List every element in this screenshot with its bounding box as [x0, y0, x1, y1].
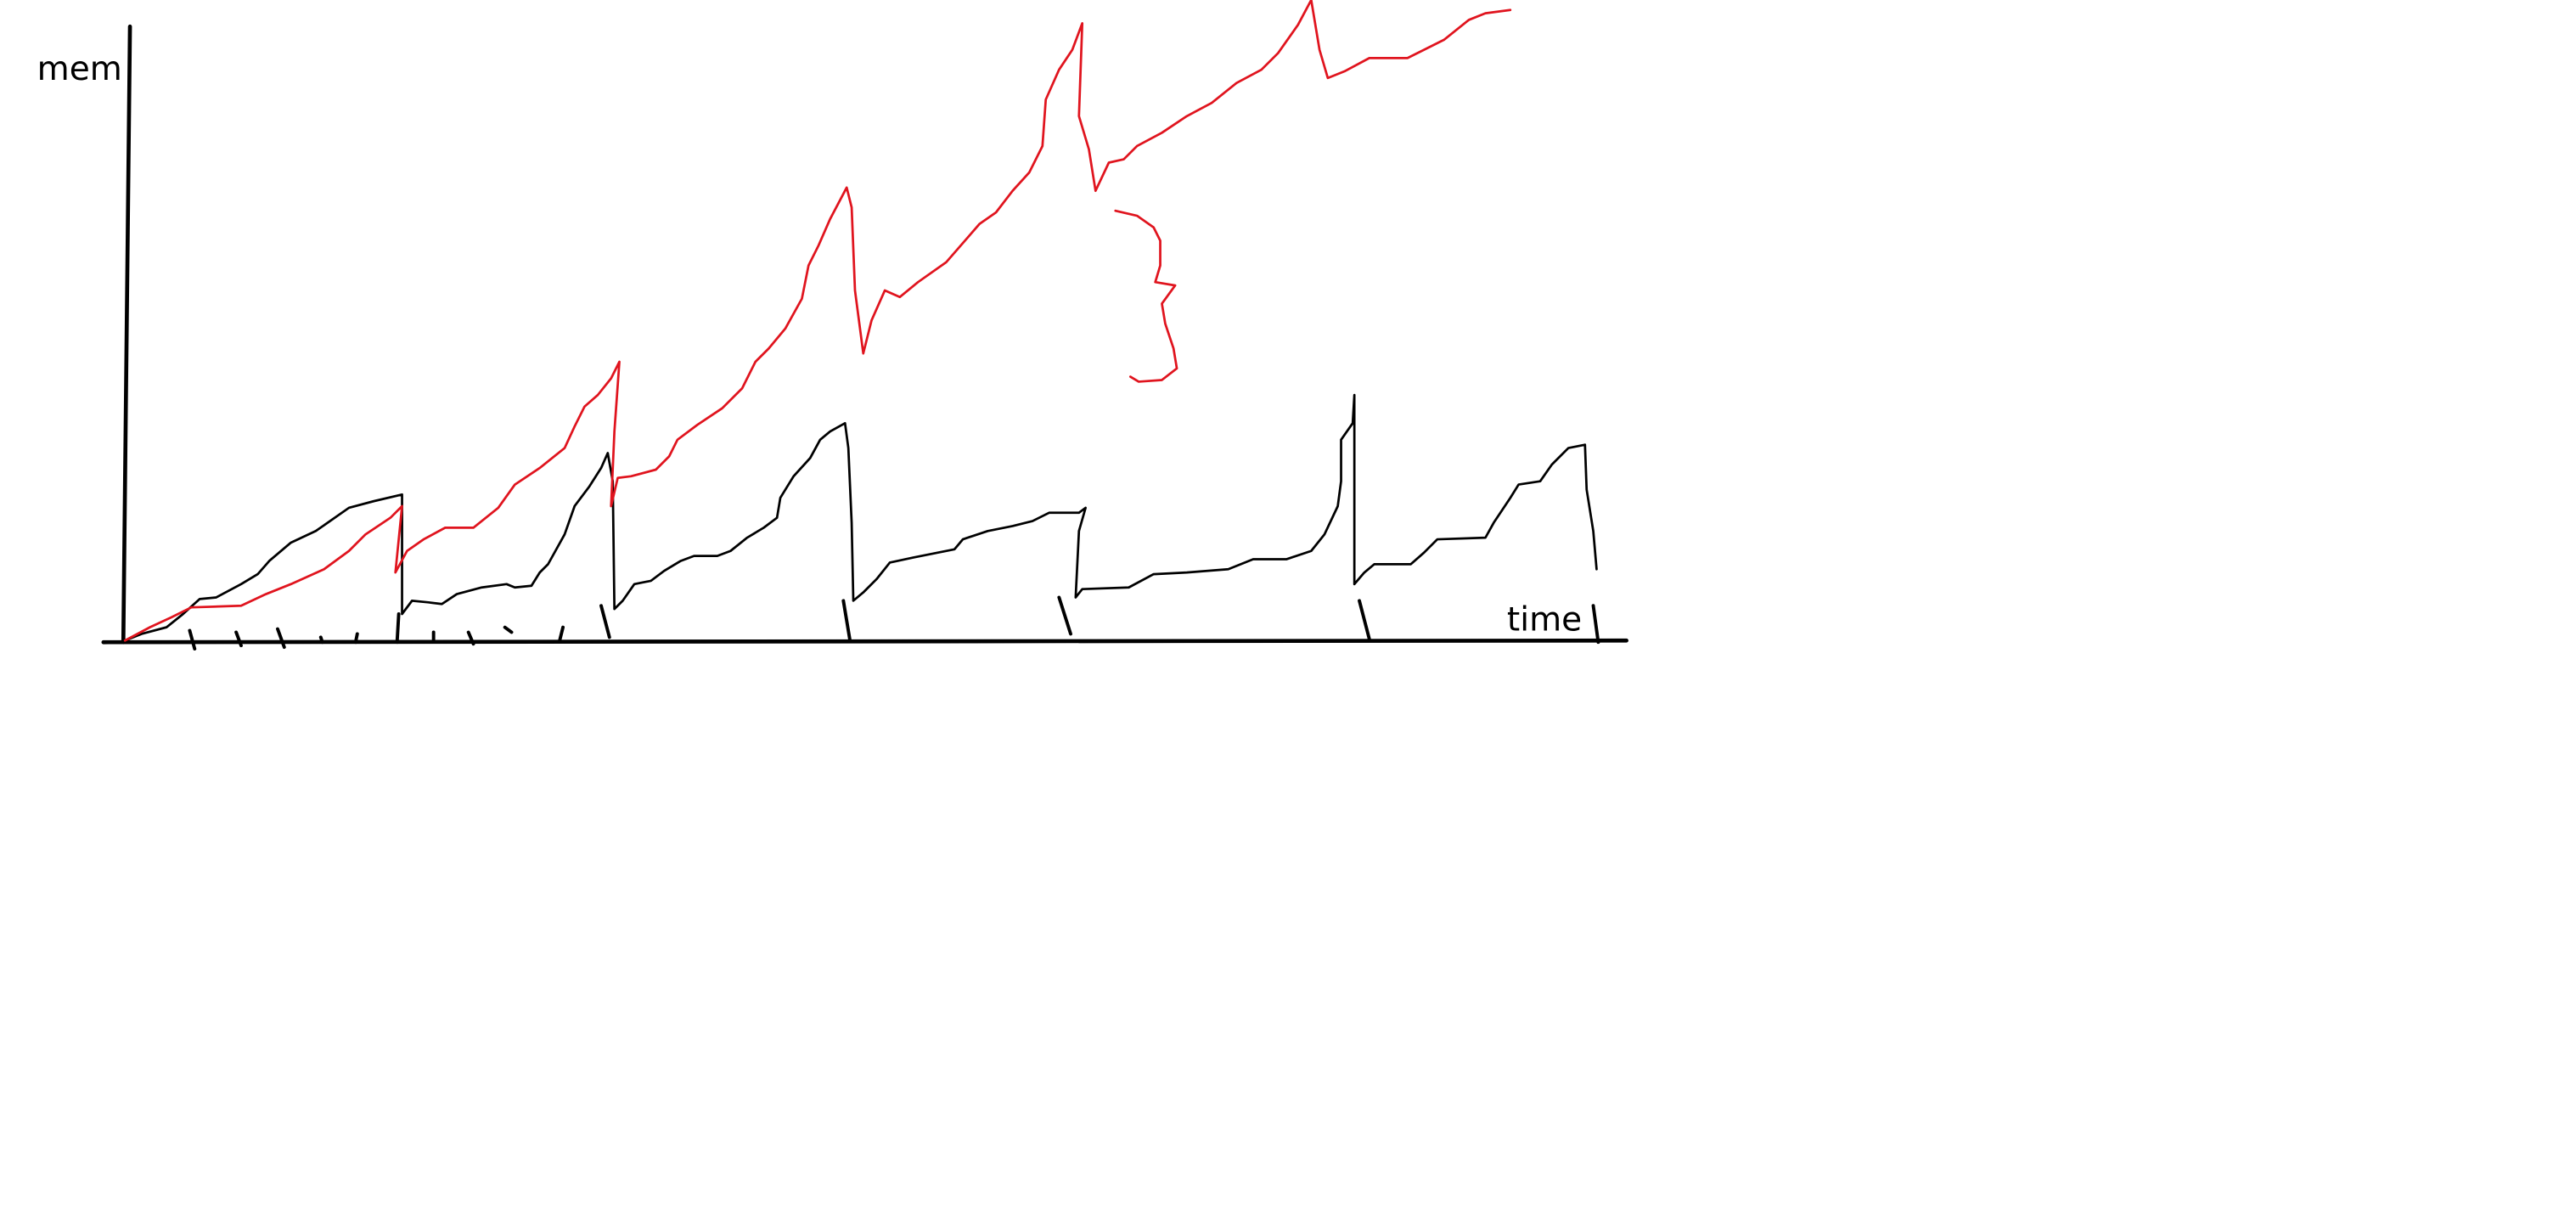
tick: [395, 612, 401, 645]
tick: [276, 627, 286, 650]
tick: [234, 630, 243, 648]
y-axis-label: mem: [37, 50, 122, 88]
black-curve: [123, 393, 1598, 642]
tick: [1591, 604, 1600, 645]
tick: [841, 599, 852, 643]
red-squiggle: [1114, 209, 1178, 383]
tick: [353, 632, 359, 645]
tick: [318, 635, 324, 645]
tick: [599, 604, 611, 639]
tick: [188, 628, 197, 651]
red-curve: [123, 0, 1512, 642]
x-axis: [101, 638, 1628, 645]
tick: [558, 625, 565, 643]
tick: [1057, 595, 1072, 636]
tick: [503, 625, 514, 634]
x-axis-label: time: [1507, 601, 1582, 639]
ticks: [188, 595, 1600, 651]
tick: [1358, 599, 1371, 641]
tick: [466, 630, 475, 646]
y-axis: [121, 24, 132, 645]
